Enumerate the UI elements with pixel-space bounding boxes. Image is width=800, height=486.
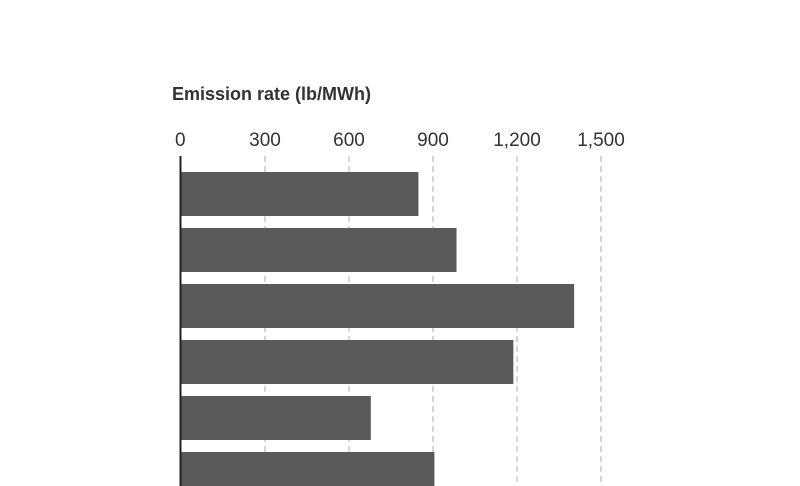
x-tick-label: 300 (249, 130, 281, 151)
bar (181, 396, 371, 440)
x-axis-title: Emission rate (lb/MWh) (172, 84, 372, 104)
x-tick-label: 600 (333, 130, 365, 151)
x-tick-label: 1,500 (577, 130, 625, 151)
bar (181, 228, 457, 272)
bar (181, 284, 575, 328)
bar (181, 172, 419, 216)
x-tick-label: 1,200 (493, 130, 541, 151)
x-tick-label: 900 (417, 130, 449, 151)
bar (181, 340, 514, 384)
x-tick-label: 0 (175, 130, 186, 151)
bar (181, 452, 435, 486)
